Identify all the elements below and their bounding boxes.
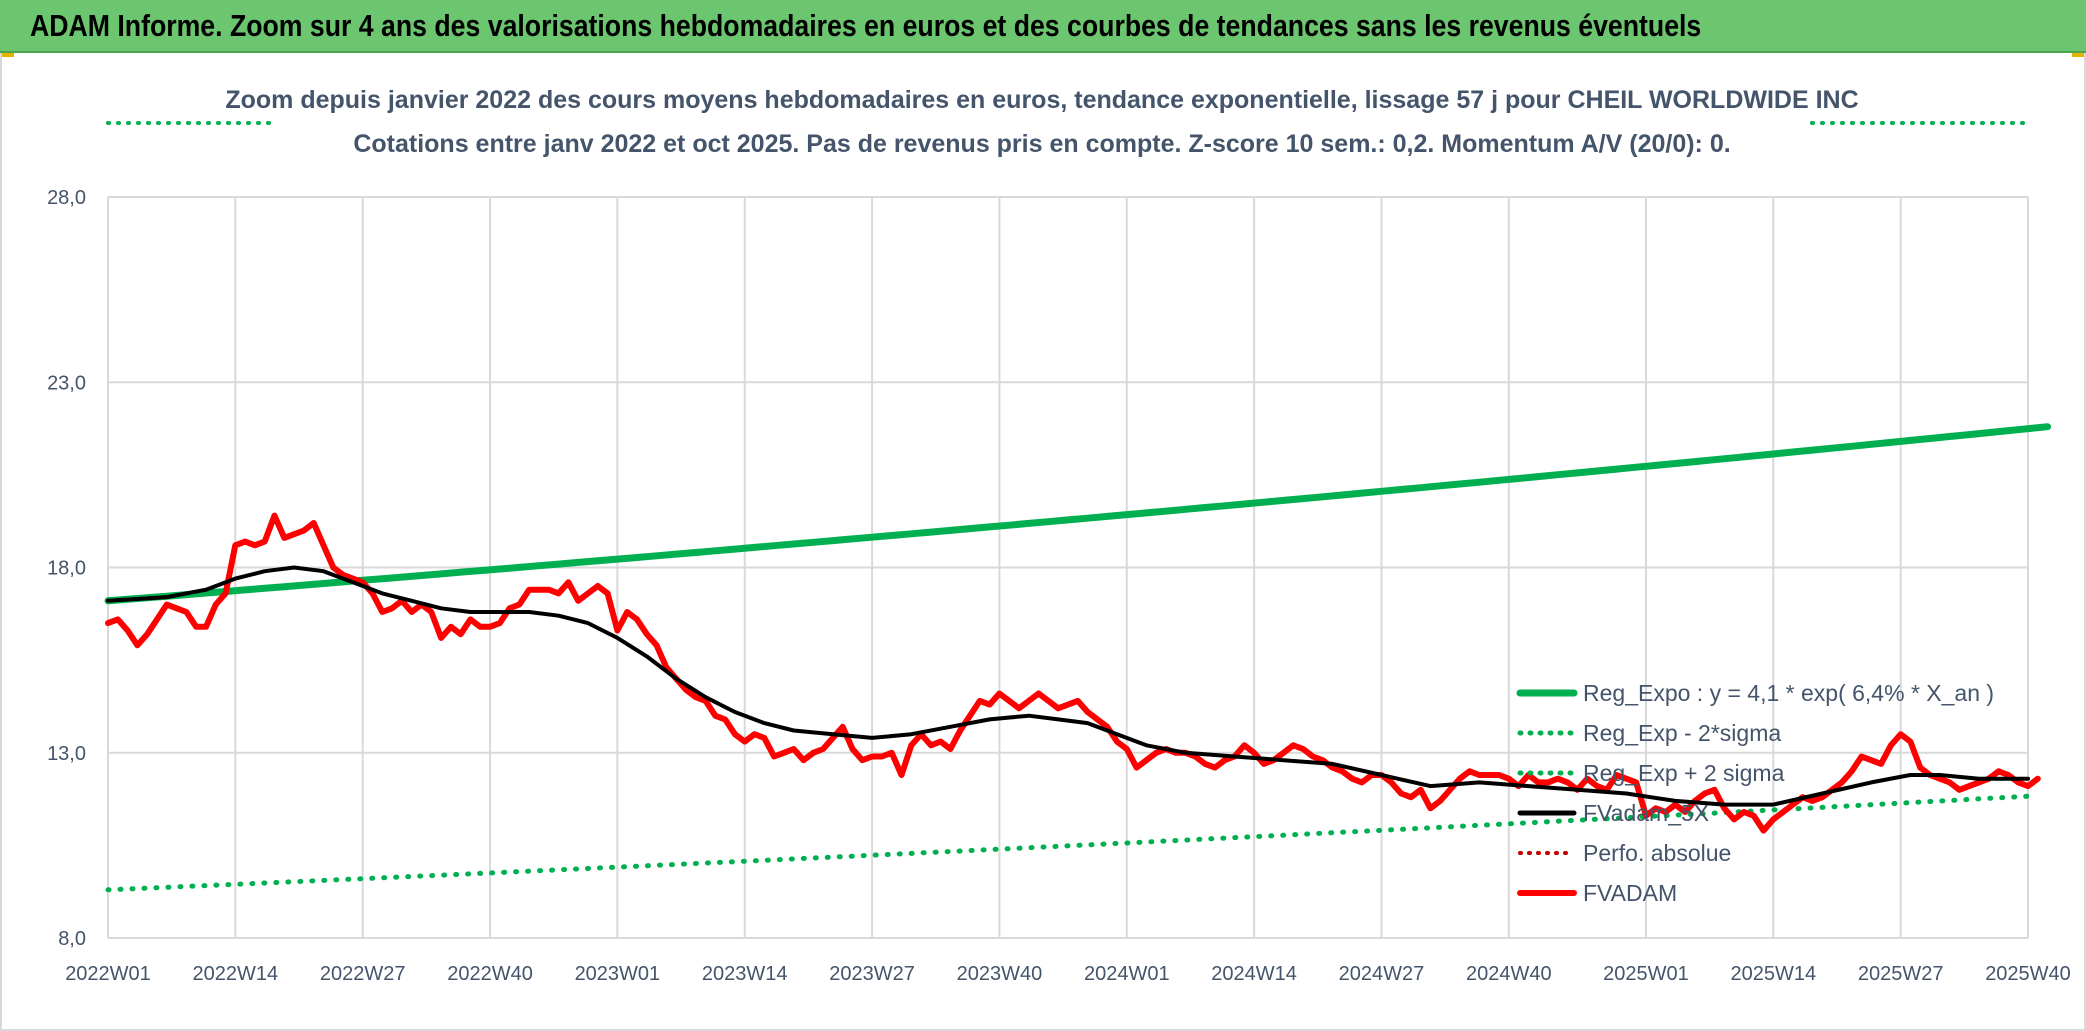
y-tick-label: 23,0 — [47, 372, 86, 394]
x-tick-label: 2023W01 — [575, 963, 661, 985]
legend-item-reg-expo-label: Reg_Expo : y = 4,1 * exp( 6,4% * X_an ) — [1583, 680, 1994, 706]
report-header: ADAM Informe. Zoom sur 4 ans des valoris… — [0, 0, 2086, 53]
x-tick-label: 2024W01 — [1084, 963, 1170, 985]
grid-layer — [107, 196, 2029, 939]
legend-item-reg-exp-minus-label: Reg_Exp - 2*sigma — [1583, 720, 1781, 746]
legend-item-fvadam-label: FVADAM — [1583, 880, 1677, 906]
x-tick-label: 2024W40 — [1466, 963, 1552, 985]
x-tick-label: 2022W01 — [65, 963, 151, 985]
legend: Reg_Expo : y = 4,1 * exp( 6,4% * X_an ) R… — [1516, 680, 1994, 906]
chart-subtitle: Cotations entre janv 2022 et oct 2025. P… — [353, 130, 1730, 158]
y-tick-label: 13,0 — [47, 743, 86, 765]
line-layer — [104, 423, 2052, 893]
y-tick-label: 18,0 — [47, 558, 86, 580]
axis-layer: 8,0 13,0 18,0 23,0 28,0 2022W01 2022W14 2022W27… — [47, 187, 2071, 985]
report-title: ADAM Informe. Zoom sur 4 ans des valoris… — [30, 8, 1702, 43]
series-reg-expo — [104, 423, 2052, 605]
x-tick-label: 2023W27 — [829, 963, 915, 985]
legend-item-reg-exp-plus-label: Reg_Exp + 2 sigma — [1583, 760, 1785, 786]
x-tick-label: 2022W27 — [320, 963, 406, 985]
y-tick-label: 8,0 — [58, 928, 86, 950]
x-tick-label: 2025W27 — [1858, 963, 1944, 985]
corner-mark-right — [2072, 53, 2086, 57]
x-tick-label: 2023W40 — [957, 963, 1043, 985]
x-tick-label: 2025W40 — [1985, 963, 2071, 985]
x-tick-label: 2025W01 — [1603, 963, 1689, 985]
x-tick-label: 2024W14 — [1211, 963, 1297, 985]
series-reg-exp-minus-2sigma — [105, 793, 2031, 893]
series-fvadam — [105, 512, 2041, 834]
legend-item-fvadam-5x-label: FVadam_5X — [1583, 800, 1709, 826]
series-fvadam-5x — [106, 565, 2030, 807]
x-tick-label: 2024W27 — [1339, 963, 1425, 985]
corner-mark-left — [0, 53, 14, 57]
x-tick-label: 2025W14 — [1730, 963, 1816, 985]
x-tick-label: 2022W14 — [193, 963, 279, 985]
chart-title: Zoom depuis janvier 2022 des cours moyen… — [225, 86, 1858, 114]
x-tick-label: 2023W14 — [702, 963, 788, 985]
chart-frame — [0, 53, 2086, 1031]
y-tick-label: 28,0 — [47, 187, 86, 209]
legend-item-perfo-label: Perfo. absolue — [1583, 840, 1731, 866]
x-tick-label: 2022W40 — [447, 963, 533, 985]
